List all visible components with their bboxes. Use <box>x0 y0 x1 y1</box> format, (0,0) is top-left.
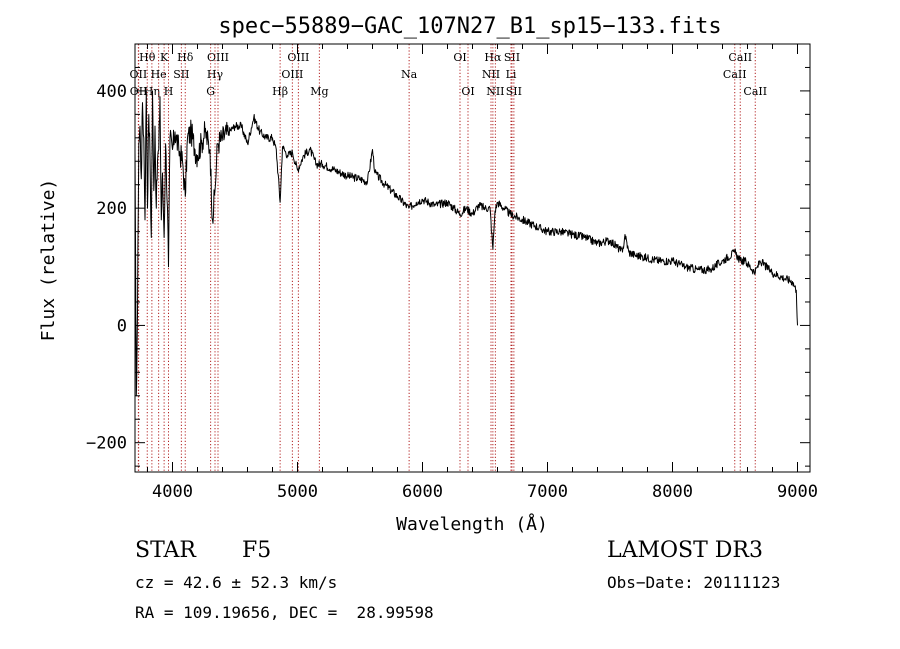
line-label-1: OII <box>130 68 148 81</box>
line-label-10: Hγ <box>207 68 224 81</box>
axis-ticks <box>135 43 810 472</box>
line-label-5: K <box>160 51 169 64</box>
x-tick-label: 6000 <box>402 482 443 502</box>
plot-frame <box>134 43 811 473</box>
x-tick-label: 9000 <box>777 482 818 502</box>
line-label-13: OIII <box>287 51 309 64</box>
chart-title: spec−55889−GAC_107N27_B1_sp15−133.fits <box>218 14 721 39</box>
x-tick-label: 7000 <box>527 482 568 502</box>
y-tick-labels: −200 0 200 400 <box>86 82 127 454</box>
line-label-22: SII <box>504 51 520 64</box>
line-label-26: CaII <box>723 68 747 81</box>
line-label-2: OII <box>130 85 148 98</box>
line-label-14: OIII <box>281 68 303 81</box>
line-label-4: He <box>151 68 167 81</box>
line-label-15: Mg <box>310 85 328 98</box>
line-label-12: Hβ <box>272 85 288 98</box>
survey-name: LAMOST DR3 <box>607 538 763 563</box>
line-label-6: SII <box>173 68 189 81</box>
line-label-17: OI <box>453 51 466 64</box>
x-axis-title: Wavelength (Å) <box>396 513 548 535</box>
y-tick-label: 200 <box>96 199 127 219</box>
spectrum-series <box>134 90 798 397</box>
observation-date: Obs−Date: 20111123 <box>607 573 781 592</box>
line-label-23: Li <box>506 68 517 81</box>
y-tick-label: −200 <box>86 434 127 454</box>
spectrum-line <box>134 90 798 397</box>
line-label-16: Na <box>401 68 418 81</box>
x-tick-labels: 4000 5000 6000 7000 8000 9000 <box>152 482 818 502</box>
x-tick-label: 4000 <box>152 482 193 502</box>
line-label-18: OI <box>461 85 474 98</box>
y-tick-label: 400 <box>96 82 127 102</box>
object-class: STAR <box>135 538 196 563</box>
line-label-25: CaII <box>728 51 752 64</box>
line-label-3: Hη <box>144 85 160 98</box>
object-subclass: F5 <box>242 538 272 563</box>
line-label-0: Hθ <box>139 51 156 64</box>
line-label-19: Hα <box>484 51 502 64</box>
line-label-21: NII <box>486 85 504 98</box>
spectrum-plot: spec−55889−GAC_107N27_B1_sp15−133.fits H… <box>38 14 818 535</box>
redshift-cz: cz = 42.6 ± 52.3 km/s <box>135 573 338 592</box>
line-label-24: SII <box>506 85 522 98</box>
line-label-9: OIII <box>207 51 229 64</box>
y-tick-label: 0 <box>117 316 127 336</box>
line-label-27: CaII <box>743 85 767 98</box>
coordinates-radec: RA = 109.19656, DEC = 28.99598 <box>135 603 434 622</box>
line-label-8: Hδ <box>177 51 194 64</box>
line-label-20: NII <box>482 68 500 81</box>
x-tick-label: 8000 <box>652 482 693 502</box>
line-label-7: H <box>164 85 174 98</box>
x-tick-label: 5000 <box>277 482 318 502</box>
line-label-11: G <box>206 85 215 98</box>
y-axis-title: Flux (relative) <box>38 179 59 342</box>
